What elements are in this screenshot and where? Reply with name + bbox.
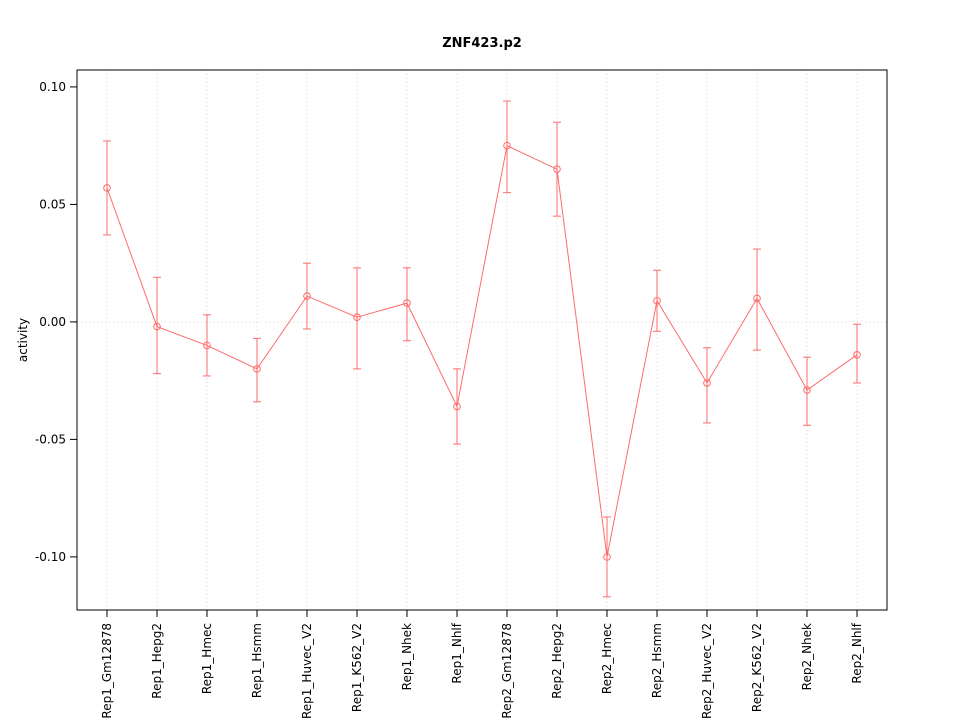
data-point xyxy=(603,553,611,561)
x-tick-label: Rep2_Hsmm xyxy=(650,623,664,698)
data-point xyxy=(803,386,811,394)
y-tick-label: 0.00 xyxy=(39,315,66,329)
data-point xyxy=(353,313,361,322)
chart-title: ZNF423.p2 xyxy=(442,36,522,51)
x-tick-label: Rep2_K562_V2 xyxy=(750,623,764,712)
x-tick-label: Rep1_Gm12878 xyxy=(100,623,114,719)
x-tick-label: Rep2_Gm12878 xyxy=(500,623,514,719)
data-point xyxy=(403,299,411,307)
data-point xyxy=(453,402,461,411)
data-point xyxy=(153,322,161,331)
y-tick-label: -0.05 xyxy=(35,432,66,446)
data-point xyxy=(653,296,661,305)
data-point xyxy=(553,165,561,173)
data-point xyxy=(103,184,111,192)
data-point xyxy=(753,294,761,303)
x-tick-label: Rep1_Nhek xyxy=(400,623,414,690)
x-tick-label: Rep2_Hmec xyxy=(600,623,614,694)
data-point xyxy=(503,141,511,150)
x-tick-label: Rep1_Nhlf xyxy=(450,622,464,683)
y-axis-label: activity xyxy=(16,318,30,362)
series-line xyxy=(106,144,858,557)
x-tick-label: Rep1_Hsmm xyxy=(250,623,264,698)
y-tick-label: 0.10 xyxy=(39,80,66,94)
plot-box xyxy=(76,69,888,611)
data-point xyxy=(853,351,861,359)
data-point xyxy=(253,365,261,373)
x-tick-label: Rep1_K562_V2 xyxy=(350,623,364,712)
x-tick-label: Rep2_Nhek xyxy=(800,623,814,690)
x-tick-label: Rep2_Huvec_V2 xyxy=(700,623,714,719)
data-point xyxy=(203,341,211,350)
x-tick-label: Rep1_Hmec xyxy=(200,623,214,694)
y-tick-label: 0.05 xyxy=(39,197,66,211)
y-tick-label: -0.10 xyxy=(35,550,66,564)
x-tick-label: Rep1_Hepg2 xyxy=(150,623,164,699)
x-tick-label: Rep1_Huvec_V2 xyxy=(300,623,314,719)
data-point xyxy=(703,379,711,387)
x-tick-label: Rep2_Hepg2 xyxy=(550,623,564,699)
data-point xyxy=(303,292,311,300)
x-tick-label: Rep2_Nhlf xyxy=(850,622,864,683)
